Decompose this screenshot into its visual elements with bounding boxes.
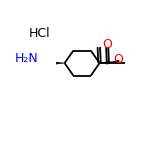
Text: O: O <box>102 38 112 51</box>
Polygon shape <box>100 62 108 64</box>
Text: O: O <box>113 53 123 66</box>
Text: H₂N: H₂N <box>15 52 39 65</box>
Polygon shape <box>56 62 65 64</box>
Text: HCl: HCl <box>29 27 50 40</box>
